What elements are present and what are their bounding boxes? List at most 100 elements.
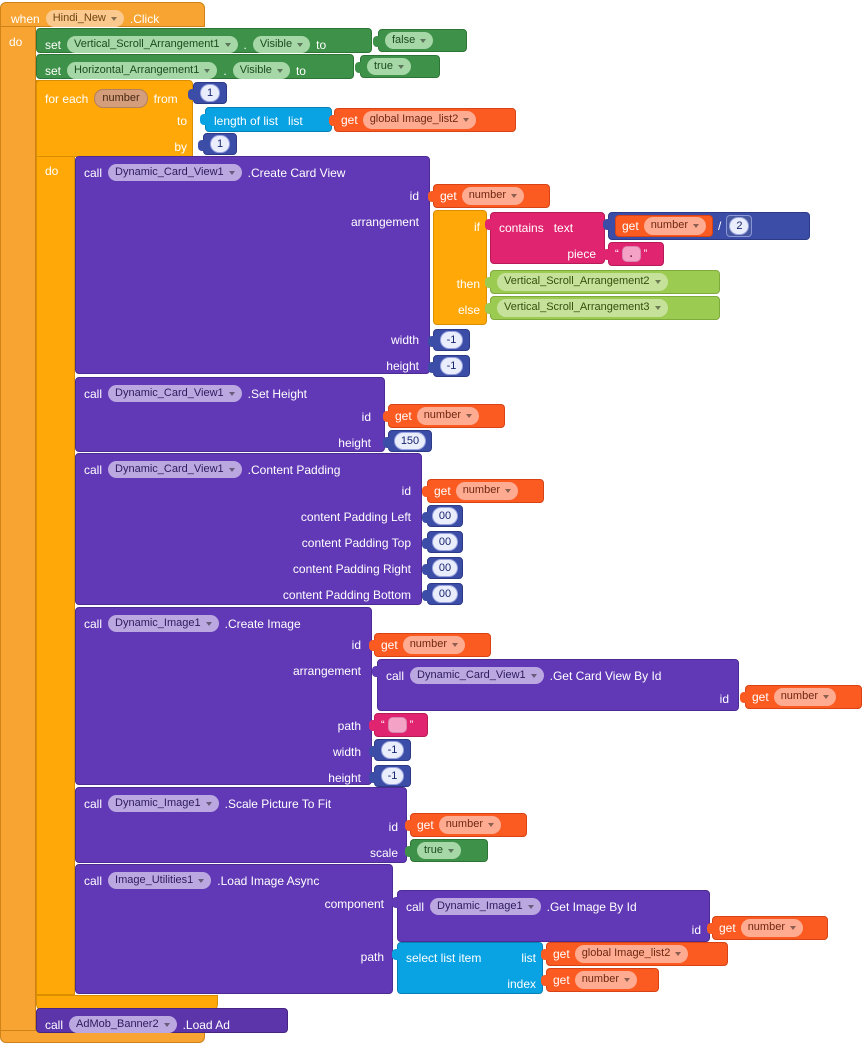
variable-dropdown-number[interactable]: number — [574, 971, 637, 989]
component-dropdown-di1[interactable]: Dynamic_Image1 — [430, 898, 541, 916]
boolean-true-block[interactable]: true — [355, 55, 440, 78]
division-block[interactable]: get number / 2 — [603, 212, 810, 240]
variable-dropdown-global-image-list2[interactable]: global Image_list2 — [574, 945, 689, 963]
get-variable-block-image-list2[interactable]: get global Image_list2 — [329, 108, 516, 132]
component-dropdown-vsa1[interactable]: Vertical_Scroll_Arrangement1 — [67, 36, 238, 54]
boolean-dropdown-true[interactable]: true — [367, 57, 411, 76]
math-number-block-width[interactable]: -1 — [369, 739, 411, 761]
number-field[interactable]: -1 — [439, 330, 464, 350]
component-dropdown-vsa3[interactable]: Vertical_Scroll_Arrangement3 — [497, 299, 668, 317]
component-dropdown-di1[interactable]: Dynamic_Image1 — [108, 615, 219, 633]
when-block-left-column[interactable]: do — [0, 26, 36, 1031]
contains-text-block[interactable]: contains text piece — [485, 212, 605, 264]
dropdown-arrow-icon — [224, 42, 231, 47]
for-each-block-header[interactable]: for each number from to by do — [36, 80, 193, 177]
variable-dropdown-number[interactable]: number — [402, 636, 465, 654]
text-string-block-dot[interactable]: “ . ” — [603, 242, 664, 266]
boolean-false-block[interactable]: false — [373, 29, 467, 52]
component-dropdown-di1[interactable]: Dynamic_Image1 — [108, 795, 219, 813]
number-field[interactable]: 00 — [431, 584, 459, 604]
boolean-dropdown-true[interactable]: true — [417, 841, 461, 860]
math-number-block-width[interactable]: -1 — [428, 329, 470, 351]
property-dropdown-visible[interactable]: Visible — [252, 36, 311, 54]
call-get-image-by-id-block[interactable]: call Dynamic_Image1 .Get Image By Id id — [392, 890, 710, 942]
boolean-true-block[interactable]: true — [405, 839, 488, 862]
math-number-block-150[interactable]: 150 — [383, 430, 432, 452]
text-string-block-empty[interactable]: “ ” — [369, 713, 428, 737]
variable-dropdown-number[interactable]: number — [740, 919, 803, 937]
math-number-block-height[interactable]: -1 — [428, 355, 470, 377]
variable-dropdown-number[interactable]: number — [416, 407, 479, 425]
math-number-block-from[interactable]: 1 — [188, 82, 227, 104]
component-block-vsa2[interactable]: Vertical_Scroll_Arrangement2 — [485, 270, 720, 294]
call-create-card-view-block[interactable]: call Dynamic_Card_View1 .Create Card Vie… — [75, 156, 430, 374]
math-number-block-pad-right[interactable]: 00 — [422, 557, 463, 579]
call-scale-picture-block[interactable]: call Dynamic_Image1 .Scale Picture To Fi… — [75, 787, 407, 863]
get-variable-block-number[interactable]: get number — [422, 479, 544, 503]
text-field[interactable]: . — [621, 246, 641, 262]
math-number-block-height[interactable]: -1 — [369, 765, 411, 787]
select-list-item-block[interactable]: select list item list index — [392, 942, 543, 994]
number-field[interactable]: 150 — [393, 431, 427, 451]
call-content-padding-block[interactable]: call Dynamic_Card_View1 .Content Padding… — [75, 453, 422, 605]
number-field[interactable]: -1 — [380, 766, 405, 786]
component-dropdown-dcv1[interactable]: Dynamic_Card_View1 — [108, 461, 242, 479]
number-field[interactable]: 2 — [729, 216, 750, 236]
number-field[interactable]: -1 — [380, 740, 405, 760]
call-set-height-block[interactable]: call Dynamic_Card_View1 .Set Height id h… — [75, 377, 385, 452]
get-variable-block-number[interactable]: get number — [369, 633, 491, 657]
call-create-image-block[interactable]: call Dynamic_Image1 .Create Image id arr… — [75, 607, 372, 785]
variable-dropdown-number[interactable]: number — [455, 482, 518, 500]
number-field[interactable]: 00 — [431, 558, 459, 578]
when-keyword: when — [11, 11, 40, 26]
math-number-block-two[interactable]: 2 — [726, 214, 753, 238]
number-field[interactable]: 1 — [209, 134, 231, 154]
math-number-block-pad-left[interactable]: 00 — [422, 505, 463, 527]
component-dropdown-dcv1[interactable]: Dynamic_Card_View1 — [410, 667, 544, 685]
number-field[interactable]: 1 — [199, 83, 221, 103]
number-field[interactable]: 00 — [431, 532, 459, 552]
get-variable-block-number[interactable]: get number — [707, 916, 828, 940]
when-event-block[interactable]: when Hindi_New .Click — [0, 2, 205, 28]
component-dropdown-vsa2[interactable]: Vertical_Scroll_Arrangement2 — [497, 273, 668, 291]
get-variable-block-number[interactable]: get number — [383, 404, 505, 428]
call-admob-load-ad-block[interactable]: call AdMob_Banner2 .Load Ad — [36, 1008, 288, 1034]
variable-dropdown-number[interactable]: number — [643, 217, 706, 235]
call-load-image-async-block[interactable]: call Image_Utilities1 .Load Image Async … — [75, 864, 393, 994]
property-dropdown-visible[interactable]: Visible — [232, 62, 290, 80]
for-each-left-column[interactable] — [36, 80, 75, 995]
else-label: else — [457, 303, 480, 317]
component-dropdown-iu1[interactable]: Image_Utilities1 — [108, 872, 212, 890]
get-variable-block-number[interactable]: get number — [405, 813, 527, 837]
dropdown-arrow-icon — [447, 848, 454, 853]
variable-dropdown-number[interactable]: number — [461, 187, 524, 205]
variable-dropdown-number[interactable]: number — [773, 688, 836, 706]
boolean-dropdown-false[interactable]: false — [385, 31, 434, 50]
set-visible-block-2[interactable]: set Horizontal_Arrangement1 . Visible to — [36, 54, 354, 80]
loop-variable-field[interactable]: number — [94, 89, 148, 109]
component-dropdown-admob2[interactable]: AdMob_Banner2 — [69, 1016, 177, 1034]
get-variable-block-number[interactable]: get number — [428, 184, 550, 208]
component-dropdown-ha1[interactable]: Horizontal_Arrangement1 — [67, 62, 218, 80]
variable-dropdown-number[interactable]: number — [438, 816, 501, 834]
component-dropdown-dcv1[interactable]: Dynamic_Card_View1 — [108, 164, 242, 182]
math-number-block-by[interactable]: 1 — [198, 133, 237, 155]
get-variable-block-number[interactable]: get number — [740, 685, 862, 709]
component-dropdown-dcv1[interactable]: Dynamic_Card_View1 — [108, 385, 242, 403]
variable-dropdown-global-image-list2[interactable]: global Image_list2 — [362, 111, 477, 129]
text-field[interactable] — [387, 717, 407, 733]
length-of-list-block[interactable]: length of list list — [200, 107, 332, 132]
number-field[interactable]: 00 — [431, 506, 459, 526]
get-variable-block-number[interactable]: get number — [541, 968, 659, 992]
if-then-else-inline-block[interactable]: if then else — [433, 210, 487, 325]
set-visible-block-1[interactable]: set Vertical_Scroll_Arrangement1 . Visib… — [36, 28, 372, 54]
get-variable-block-number[interactable]: get number — [615, 215, 713, 237]
number-field[interactable]: -1 — [439, 356, 464, 376]
component-dropdown-hindi-new[interactable]: Hindi_New — [45, 10, 124, 28]
component-block-vsa3[interactable]: Vertical_Scroll_Arrangement3 — [485, 296, 720, 320]
get-variable-block-image-list2[interactable]: get global Image_list2 — [541, 942, 728, 966]
math-number-block-pad-bottom[interactable]: 00 — [422, 583, 463, 605]
math-number-block-pad-top[interactable]: 00 — [422, 531, 463, 553]
call-get-card-view-by-id-block[interactable]: call Dynamic_Card_View1 .Get Card View B… — [372, 659, 739, 711]
